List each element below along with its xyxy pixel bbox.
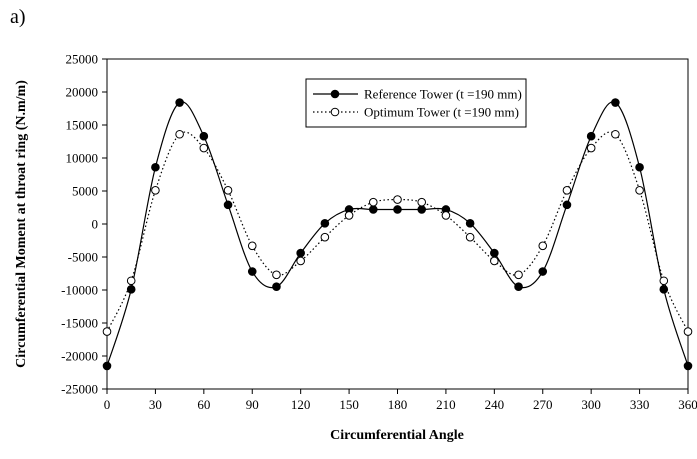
data-point [151,162,160,172]
data-point [514,282,523,292]
legend-marker-reference [330,89,340,99]
data-point [586,131,596,141]
legend-label-optimum: Optimum Tower (t =190 mm) [364,105,519,120]
data-point [490,256,499,266]
series-line [106,101,689,367]
data-point [247,267,257,276]
data-point [175,98,184,107]
ticks-layer: 0 30 60 90 120 150 180 210 240 270 300 330 360 -25000… [61,52,697,413]
series-line [106,131,689,332]
data-point [320,232,330,242]
legend-box [305,78,527,128]
y-tick-label: -10000 [61,283,98,298]
data-point [562,186,572,195]
data-point [344,211,354,220]
y-tick-label: 25000 [66,52,99,67]
data-point [538,241,548,251]
y-tick-label: 5000 [72,184,98,199]
data-point [417,205,427,214]
data-point [683,327,693,336]
data-point [199,131,209,141]
data-point [320,219,330,228]
data-point [368,205,378,214]
data-point [465,219,475,228]
y-tick-label: 20000 [66,85,99,100]
panel-label: a) [10,6,26,28]
data-point [611,98,620,107]
x-tick-label: 240 [485,397,505,412]
series-optimum [102,129,693,336]
data-point [272,282,281,292]
data-point [223,200,233,210]
series-reference [102,98,693,371]
x-tick-label: 60 [197,397,210,412]
x-tick-label: 120 [291,397,311,412]
data-point [611,129,620,139]
data-point [247,241,257,251]
legend-marker-optimum [330,107,340,117]
y-tick-label: -25000 [61,382,98,397]
data-point [635,162,644,172]
data-point [102,361,112,371]
data-point [441,211,451,220]
data-point [417,197,427,207]
data-point [635,186,644,195]
data-point [490,248,499,258]
data-point [586,143,596,153]
data-point [514,270,523,280]
data-point [175,129,184,139]
data-point [223,186,233,195]
data-point [272,270,281,280]
data-point [683,361,693,371]
data-point [126,276,136,286]
y-tick-label: -5000 [68,250,98,265]
x-tick-label: 300 [581,397,601,412]
data-point [296,256,305,266]
x-tick-label: 360 [678,397,697,412]
x-tick-label: 270 [533,397,553,412]
data-point [538,267,548,276]
x-axis-title: Circumferential Angle [330,428,464,443]
x-tick-label: 330 [630,397,650,412]
data-point [102,327,112,336]
y-tick-label: 10000 [66,151,99,166]
data-point [151,186,160,195]
x-tick-label: 180 [388,397,408,412]
legend-label-reference: Reference Tower (t =190 mm) [364,87,522,102]
data-point [562,200,572,210]
data-point [296,248,305,258]
series-layer [102,98,693,371]
data-point [393,195,402,204]
data-point [126,285,136,294]
x-tick-label: 210 [436,397,456,412]
x-tick-label: 90 [246,397,259,412]
data-point [393,205,402,214]
data-point [465,232,475,242]
y-tick-label: -20000 [61,349,98,364]
x-tick-label: 150 [339,397,359,412]
legend: Reference Tower (t =190 mm) Optimum Towe… [305,78,527,128]
x-tick-label: 30 [149,397,162,412]
y-tick-label: 0 [92,217,99,232]
data-point [199,143,209,153]
y-tick-label: 15000 [66,118,99,133]
y-tick-label: -15000 [61,316,98,331]
data-point [659,276,669,286]
data-point [368,197,378,207]
y-axis-title: Circumferential Moment at throat ring (N… [14,80,29,368]
x-tick-label: 0 [104,397,111,412]
